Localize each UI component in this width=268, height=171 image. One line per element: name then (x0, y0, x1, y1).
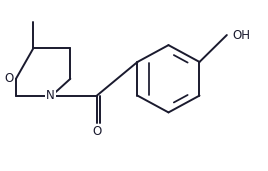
Text: N: N (46, 89, 55, 102)
Text: O: O (5, 72, 14, 85)
Text: OH: OH (232, 29, 250, 42)
Text: O: O (92, 125, 102, 138)
